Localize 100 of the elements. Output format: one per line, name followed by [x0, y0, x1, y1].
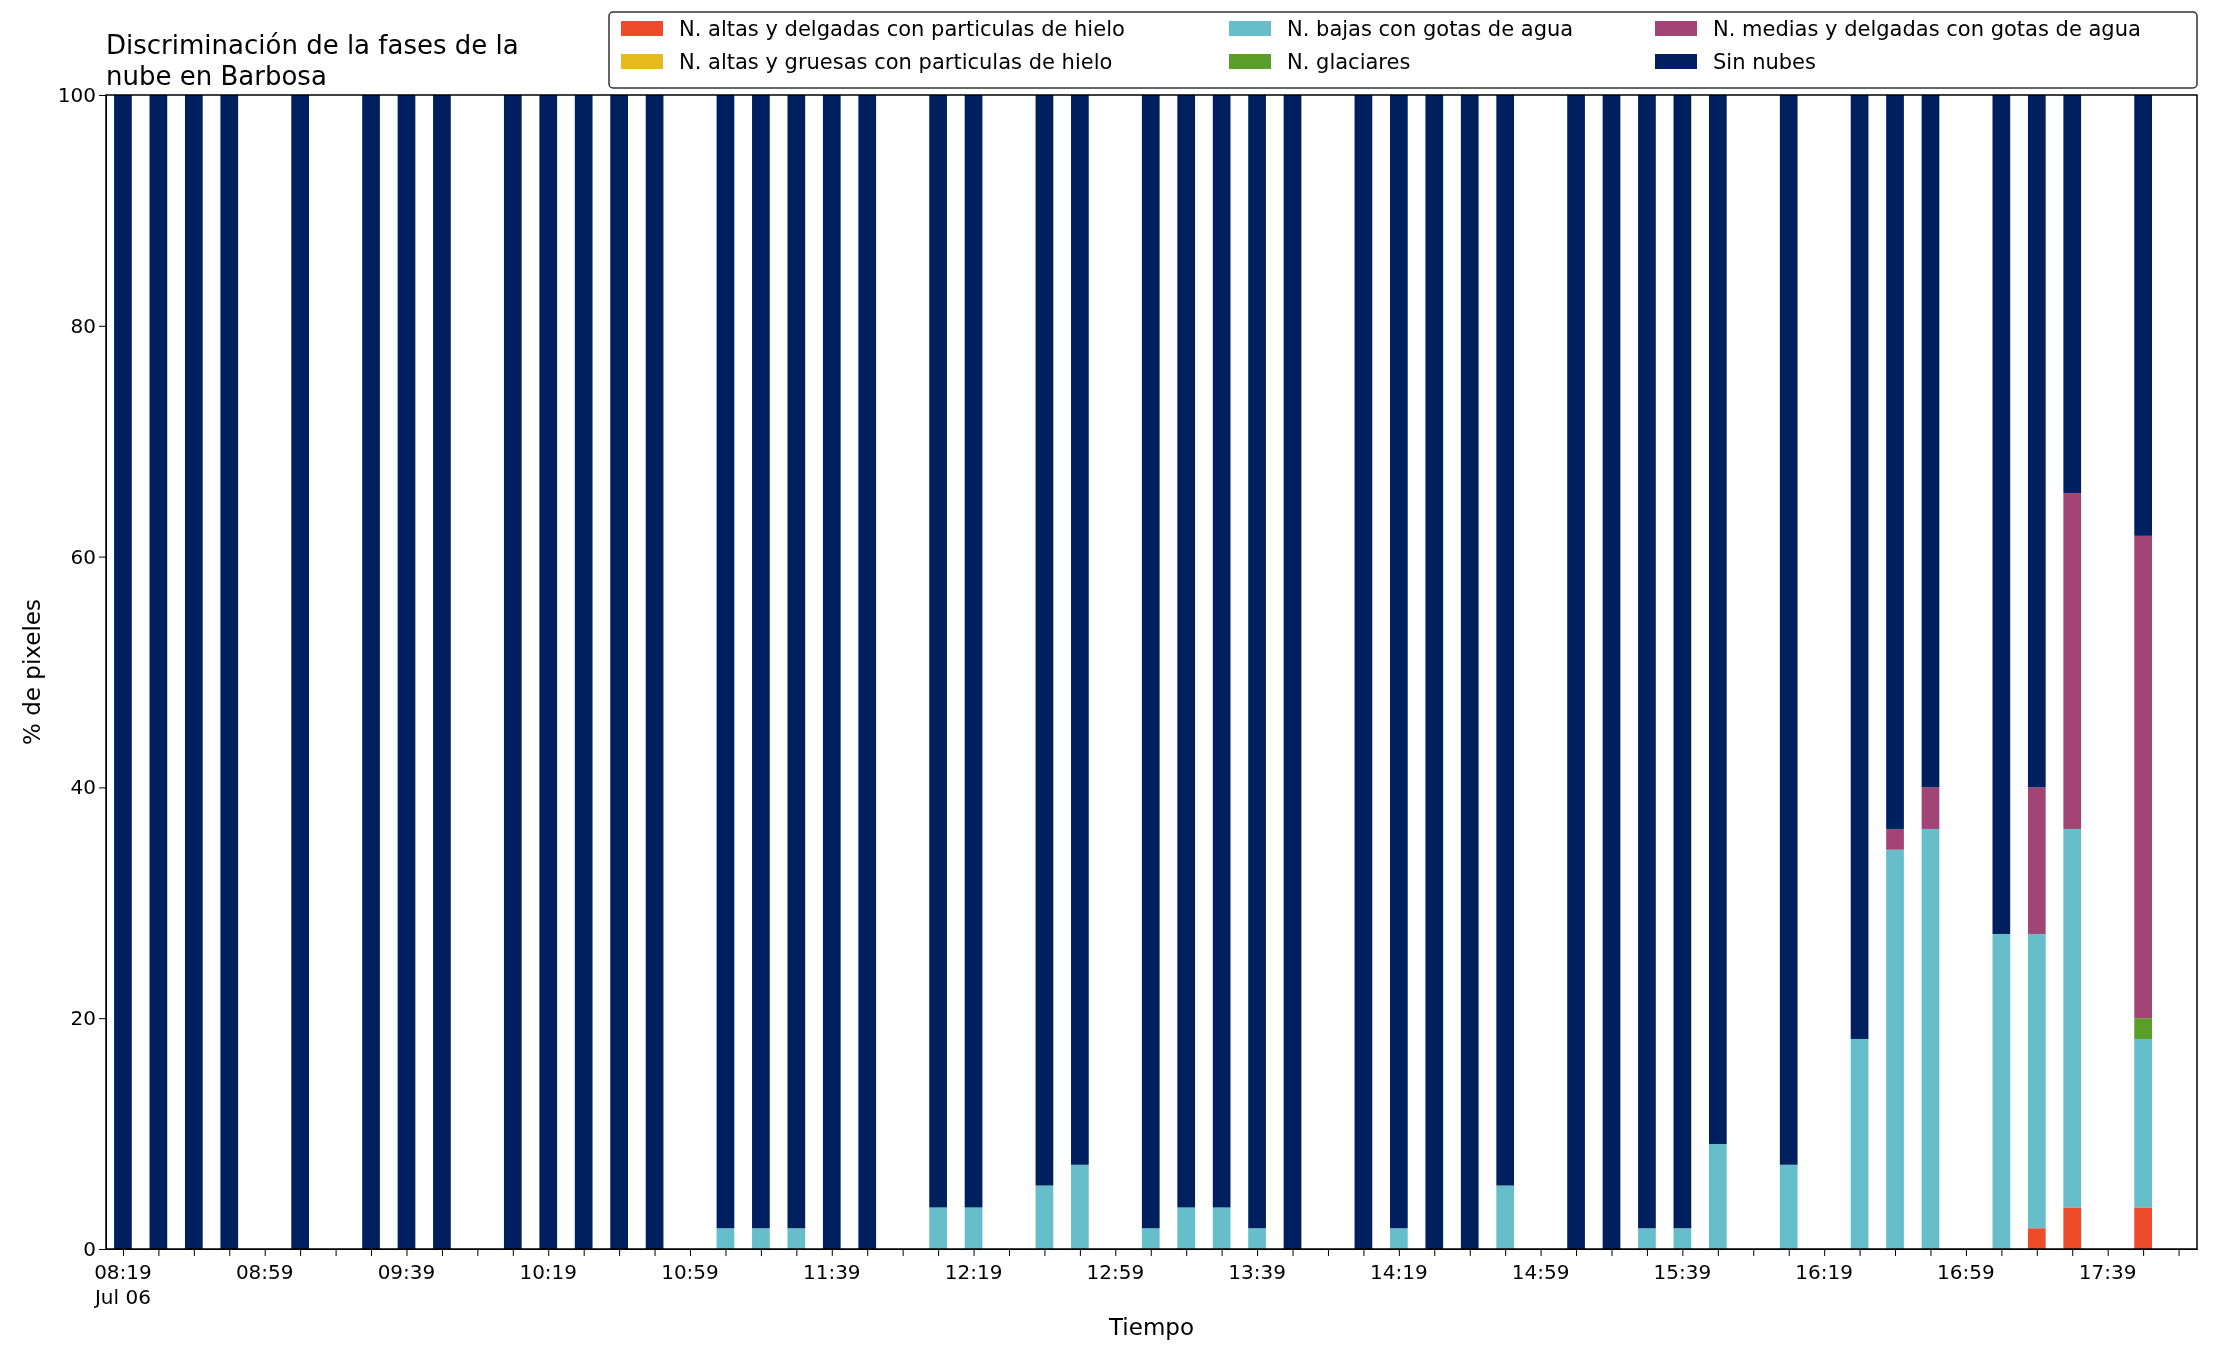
- x-tick-label: 15:39: [1653, 1260, 1712, 1284]
- bar: [1638, 1228, 1656, 1249]
- bar: [1992, 933, 2011, 1249]
- bar: [716, 1228, 735, 1249]
- bar: [1779, 1164, 1798, 1249]
- y-tick-label: 60: [70, 544, 96, 569]
- x-tick-label: 16:19: [1795, 1260, 1853, 1284]
- bar: [1460, 95, 1479, 1249]
- bar: [964, 95, 983, 1208]
- y-tick-label: 0: [83, 1236, 96, 1261]
- bar: [1177, 95, 1196, 1208]
- bar: [149, 95, 168, 1249]
- bar: [2027, 933, 2046, 1229]
- bar: [787, 1228, 806, 1249]
- bar: [503, 95, 522, 1249]
- bar: [1035, 95, 1054, 1186]
- bar: [1850, 95, 1869, 1039]
- legend-label: N. medias y delgadas con gotas de agua: [1713, 17, 2141, 41]
- x-tick-label: 12:19: [944, 1260, 1003, 1284]
- bar: [2063, 1207, 2082, 1249]
- bar: [1921, 828, 1940, 1249]
- bar: [2134, 1018, 2152, 1039]
- bar: [1141, 95, 1160, 1229]
- x-tick-label: 09:39: [377, 1260, 436, 1284]
- bar: [433, 95, 451, 1249]
- y-tick-label: 40: [70, 775, 96, 800]
- bar: [1886, 95, 1904, 829]
- legend-label: N. glaciares: [1287, 50, 1411, 74]
- bar: [2063, 828, 2082, 1208]
- x-tick-label: 08:59: [235, 1260, 294, 1284]
- bar: [1850, 1038, 1869, 1249]
- bar: [220, 95, 239, 1249]
- bar: [1638, 95, 1656, 1229]
- bar: [1886, 849, 1904, 1249]
- bar: [1354, 95, 1373, 1249]
- bar: [645, 95, 664, 1249]
- bar: [2027, 1228, 2046, 1249]
- bar: [1071, 1164, 1089, 1249]
- y-tick-label: 80: [70, 313, 96, 338]
- bar: [2134, 535, 2152, 1019]
- bar: [929, 1207, 947, 1249]
- bar: [1248, 1228, 1266, 1249]
- bar: [1390, 95, 1408, 1229]
- bar: [1071, 95, 1089, 1165]
- x-tick-label: 14:59: [1511, 1260, 1570, 1284]
- x-tick-label: 14:19: [1370, 1260, 1428, 1284]
- bar: [752, 1228, 770, 1249]
- bar: [1567, 95, 1585, 1249]
- bar: [2027, 787, 2046, 934]
- bar: [1283, 95, 1302, 1249]
- bar: [1212, 1207, 1231, 1249]
- bar: [397, 95, 416, 1249]
- bar: [2134, 1038, 2152, 1208]
- y-axis-title: % de pixeles: [19, 599, 45, 745]
- bar: [1779, 95, 1798, 1165]
- bar: [574, 95, 593, 1249]
- bar: [1248, 95, 1266, 1229]
- bar: [1673, 95, 1692, 1229]
- bar: [539, 95, 558, 1249]
- x-tick-label: 11:39: [802, 1260, 861, 1284]
- bar: [822, 95, 841, 1249]
- bar: [1992, 95, 2011, 934]
- legend-label: N. altas y delgadas con particulas de hielo: [679, 17, 1125, 41]
- bar: [2027, 95, 2046, 788]
- bar: [1496, 95, 1515, 1186]
- bar: [964, 1207, 983, 1249]
- chart-title: Discriminación de la fases de la nube en Barbosa: [106, 30, 519, 91]
- bar: [1886, 828, 1904, 850]
- x-tick-label: 16:59: [1937, 1260, 1995, 1284]
- bar: [1708, 1143, 1727, 1249]
- bar: [1602, 95, 1621, 1249]
- bar: [929, 95, 947, 1208]
- bar: [1496, 1185, 1515, 1249]
- x-axis-title: Tiempo: [1108, 1314, 1194, 1340]
- y-tick-label: 100: [57, 82, 96, 107]
- bar: [2134, 95, 2152, 536]
- bar: [2063, 493, 2082, 829]
- bar: [1921, 95, 1940, 788]
- bar: [1425, 95, 1444, 1249]
- bar: [787, 95, 806, 1229]
- bar: [2063, 95, 2082, 494]
- x-tick-label: 08:19 Jul 06: [92, 1260, 152, 1309]
- bar: [2134, 1207, 2152, 1249]
- bar: [716, 95, 735, 1229]
- bar: [858, 95, 877, 1249]
- bar: [114, 95, 132, 1249]
- bar: [1035, 1185, 1054, 1249]
- x-tick-label: 10:19: [519, 1260, 578, 1284]
- bar: [291, 95, 310, 1249]
- bar: [610, 95, 628, 1249]
- bar: [1673, 1228, 1692, 1249]
- bar: [362, 95, 380, 1249]
- bar: [1212, 95, 1231, 1208]
- x-tick-label: 12:59: [1086, 1260, 1145, 1284]
- y-tick-label: 20: [70, 1006, 96, 1031]
- bar: [1390, 1228, 1408, 1249]
- bar: [1921, 787, 1940, 829]
- legend-label: Sin nubes: [1713, 50, 1816, 74]
- legend-label: N. bajas con gotas de agua: [1287, 17, 1574, 41]
- bar: [752, 95, 770, 1229]
